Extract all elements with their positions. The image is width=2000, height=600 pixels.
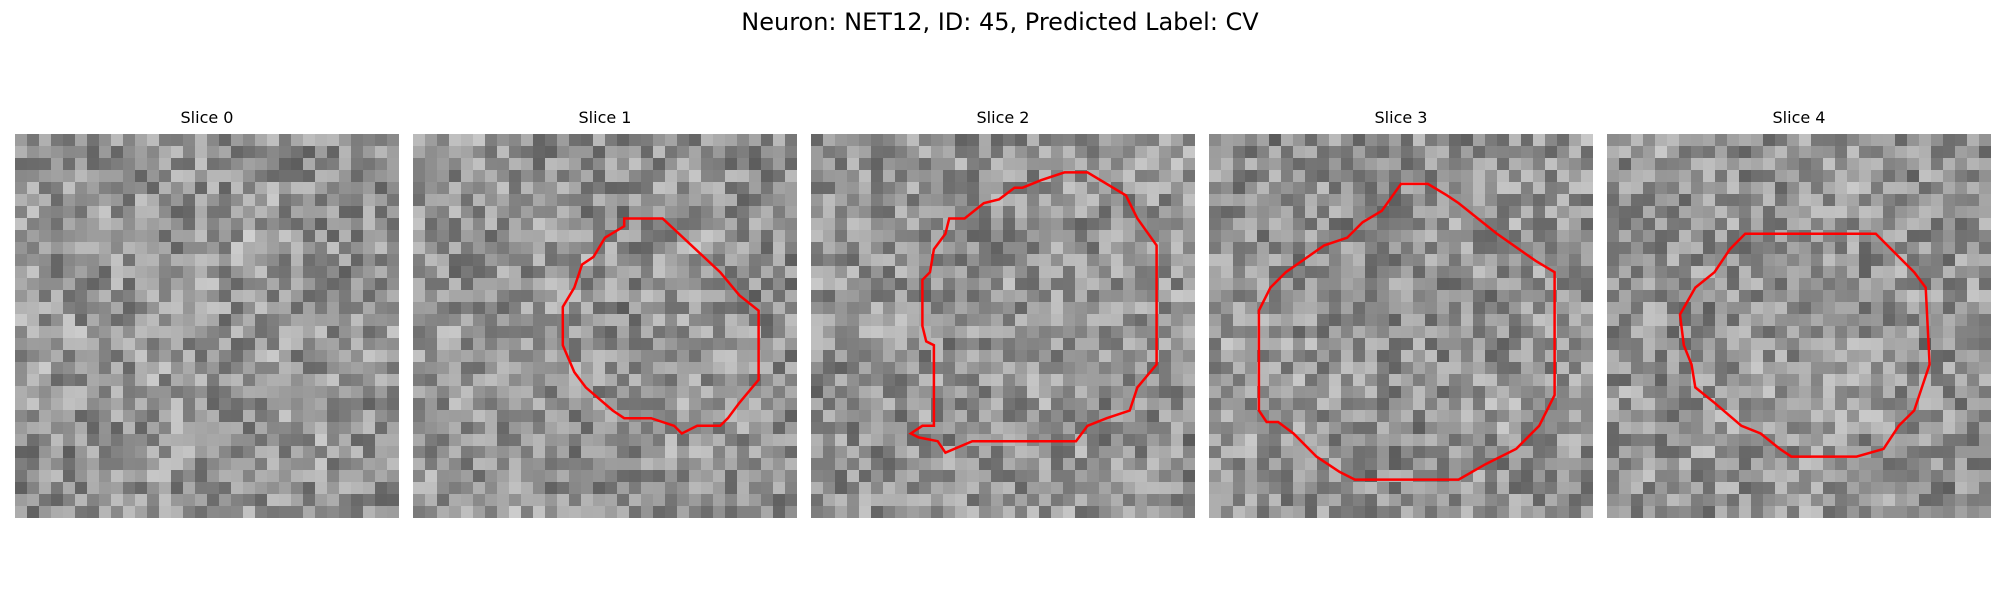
slice-panel-0: Slice 0 [15, 108, 399, 518]
pixel-grid [15, 134, 399, 518]
segmentation-contour [1678, 232, 1931, 458]
pixel-grid [413, 134, 797, 518]
pixel-grid [1607, 134, 1991, 518]
slice-title: Slice 1 [578, 108, 632, 127]
slice-title: Slice 4 [1772, 108, 1826, 127]
figure-title: Neuron: NET12, ID: 45, Predicted Label: … [741, 8, 1259, 36]
slice-title: Slice 2 [976, 108, 1030, 127]
slice-image [413, 134, 797, 518]
slice-panel-1: Slice 1 [413, 108, 797, 518]
slice-panel-3: Slice 3 [1209, 108, 1593, 518]
pixel-grid [1209, 134, 1593, 518]
pixel-grid [811, 134, 1195, 518]
slice-image [1607, 134, 1991, 518]
segmentation-contour [561, 217, 760, 436]
slice-title: Slice 0 [180, 108, 234, 127]
slice-image [1209, 134, 1593, 518]
slice-panel-4: Slice 4 [1607, 108, 1991, 518]
slice-image [811, 134, 1195, 518]
slice-image [15, 134, 399, 518]
segmentation-contour [1257, 182, 1556, 481]
slice-title: Slice 3 [1374, 108, 1428, 127]
segmentation-contour [908, 171, 1158, 455]
slice-panel-2: Slice 2 [811, 108, 1195, 518]
